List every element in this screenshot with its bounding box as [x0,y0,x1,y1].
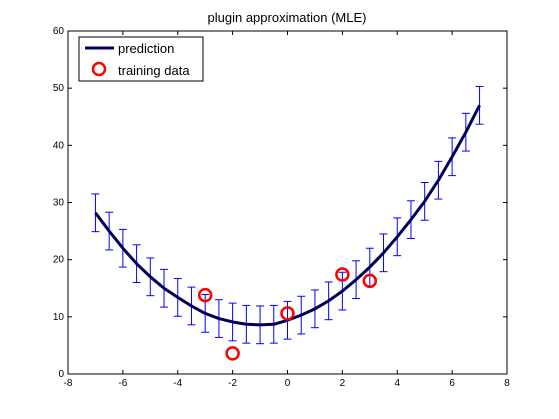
y-tick-label: 20 [53,255,65,266]
chart-title: plugin approximation (MLE) [208,10,367,25]
x-tick-label: -8 [64,378,73,389]
legend-prediction-label: prediction [118,41,174,56]
y-tick-label: 0 [58,369,64,380]
x-tick-label: 6 [449,378,455,389]
y-tick-label: 10 [53,312,65,323]
x-tick-label: 8 [504,378,510,389]
x-tick-label: -4 [173,378,182,389]
y-tick-label: 30 [53,198,65,209]
x-tick-label: 0 [285,378,291,389]
y-tick-label: 50 [53,83,65,94]
legend-training-data-label: training data [118,63,190,78]
y-tick-label: 40 [53,140,65,151]
x-tick-label: 2 [340,378,346,389]
x-tick-label: 4 [394,378,400,389]
x-tick-label: -2 [228,378,237,389]
legend: prediction training data [79,37,203,81]
y-tick-label: 60 [53,26,65,37]
x-tick-label: -6 [118,378,127,389]
